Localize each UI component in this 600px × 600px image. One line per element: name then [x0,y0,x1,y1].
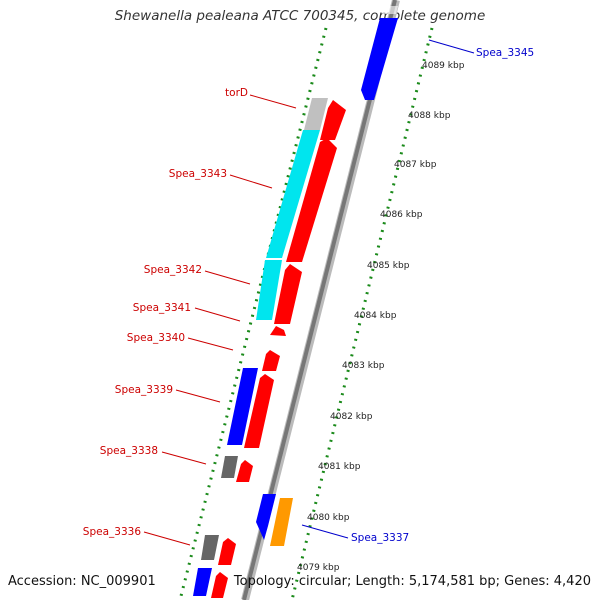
gene-spea-3343-rna[interactable] [266,130,320,258]
gene-partial-red[interactable] [211,572,228,598]
leader-spea-3339 [175,389,221,403]
leader-spea-3345 [428,39,475,54]
gene-partial-blue[interactable] [193,568,212,596]
gene-label-tord[interactable]: torD [225,87,248,99]
gene-label-spea-3345[interactable]: Spea_3345 [476,47,534,59]
genome-stats-text: Topology: circular; Length: 5,174,581 bp… [233,574,591,589]
gene-label-spea-3337[interactable]: Spea_3337 [351,532,409,544]
gene-spea-3343[interactable] [286,138,337,262]
leader-spea-3338 [161,451,207,465]
gene-spea-3340[interactable] [262,350,280,371]
gene-spea-3336[interactable] [218,538,236,565]
gene-spea-3341[interactable] [270,326,286,336]
tick-label: 4085 kbp [367,261,410,271]
tick-label: 4088 kbp [408,111,451,121]
leader-spea-3340 [187,337,234,351]
leader-spea-3336 [143,531,191,546]
tick-label: 4080 kbp [307,513,350,523]
tick-label: 4079 kbp [297,563,340,573]
tick-label: 4081 kbp [318,462,361,472]
gene-label-spea-3343[interactable]: Spea_3343 [169,168,227,180]
leader-tord [249,94,297,109]
leader-spea-3342 [204,270,251,285]
gene-spea-3345[interactable] [361,18,398,100]
gene-spea-3337[interactable] [270,498,293,546]
inner-guide-ring [178,27,328,600]
gene-label-spea-3341[interactable]: Spea_3341 [133,302,191,314]
gene-spea-3337-blue[interactable] [256,494,276,540]
gene-spea-3339-blue[interactable] [227,368,258,445]
gene-spea-3338-gray[interactable] [221,456,238,478]
tick-label: 4084 kbp [354,311,397,321]
gene-label-spea-3339[interactable]: Spea_3339 [115,384,173,396]
gene-tord[interactable] [320,100,346,140]
gene-label-spea-3340[interactable]: Spea_3340 [127,332,185,344]
leader-spea-3341 [194,307,241,322]
accession-text: Accession: NC_009901 [8,574,156,589]
gene-label-spea-3336[interactable]: Spea_3336 [83,526,142,538]
gene-label-spea-3338[interactable]: Spea_3338 [100,445,158,457]
gene-tord-gray[interactable] [304,98,328,130]
gene-spea-3339[interactable] [244,374,274,448]
gene-label-spea-3342[interactable]: Spea_3342 [144,264,202,276]
gene-spea-3338[interactable] [236,460,253,482]
gene-spea-3342-rna[interactable] [256,260,282,320]
tick-label: 4083 kbp [342,361,385,371]
tick-label: 4086 kbp [380,210,423,220]
gene-spea-3345-faded [382,6,398,14]
gene-spea-3342[interactable] [274,264,302,324]
tick-label: 4087 kbp [394,160,437,170]
leader-spea-3343 [229,174,273,189]
tick-label: 4082 kbp [330,412,373,422]
tick-label: 4089 kbp [422,61,465,71]
leader-spea-3337 [301,524,349,539]
gene-spea-3336-gray[interactable] [201,535,219,560]
